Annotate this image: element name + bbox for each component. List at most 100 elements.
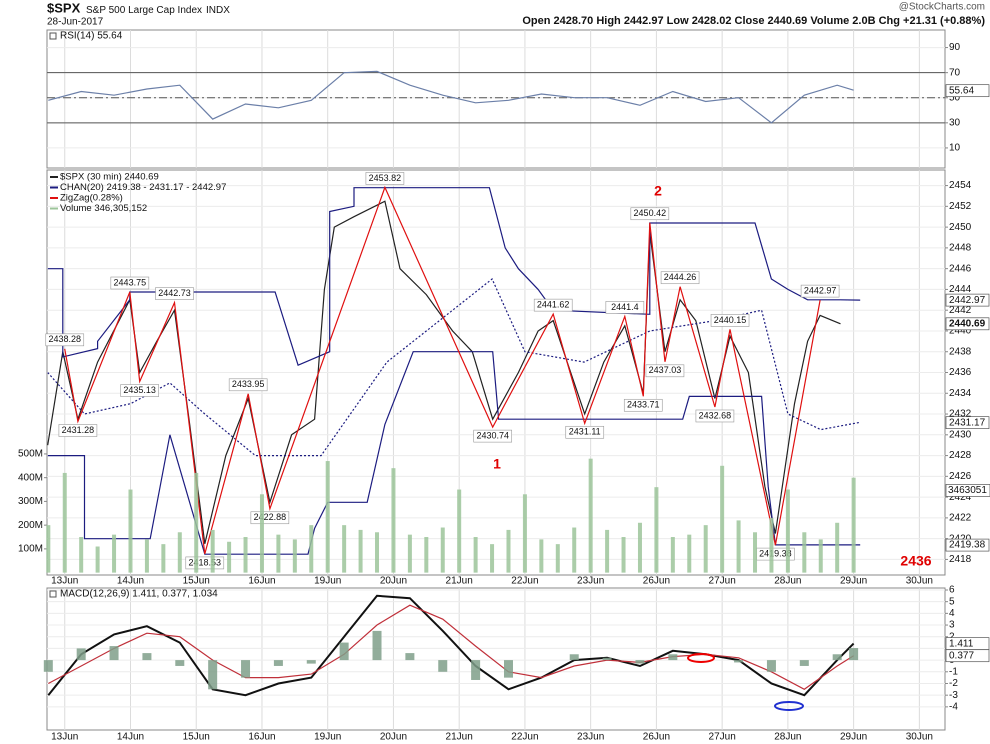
volume-bar [473,537,478,573]
volume-bar [309,525,314,573]
point-label-box [473,429,513,443]
y-tick-label: 2432 [949,409,972,420]
volume-bar [720,465,725,573]
y-tick-label: 4 [949,608,955,619]
volume-bar [161,544,166,573]
point-label-box [565,425,605,439]
point-label: 2450.42 [634,208,667,218]
value-badge-label: 2442.97 [949,295,986,306]
point-label-box [623,398,663,412]
volume-bar [736,520,741,573]
x-tick-label: 29Jun [840,732,867,743]
series-line [48,70,854,124]
volume-bar [325,461,330,573]
point-label: 2441.4 [611,302,639,312]
volume-bar [687,534,692,573]
volume-bar [605,529,610,573]
date: 28-Jun-2017 [47,17,104,28]
title-swatch [49,590,57,598]
x-tick-label: 16Jun [248,732,275,743]
value-badge-label: 2419.38 [949,540,986,551]
x-tick-label: 19Jun [314,732,341,743]
point-label: 2433.95 [232,379,265,389]
histogram-bar [438,660,448,672]
volume-bar [407,534,412,573]
x-tick-label: 20Jun [380,732,407,743]
x-tick-label: 29Jun [840,576,867,587]
value-badge-label: 3463051 [948,485,987,496]
point-label: 2433.71 [627,400,660,410]
highlight-ellipse [774,701,804,711]
legend-label: ZigZag(0.28%) [60,193,123,204]
histogram-bar [208,660,218,690]
volume-bar [506,529,511,573]
point-label-box [45,333,85,347]
point-label-box [605,301,645,314]
histogram-bar [306,660,316,664]
volume-bar [457,489,462,573]
y-tick-label: 2436 [949,367,972,378]
volume-bar [391,468,396,573]
y-tick-label: -1 [949,666,958,677]
point-label-box [695,409,735,423]
point-label-box [710,314,750,327]
histogram-bar [766,660,776,672]
x-tick-label: 23Jun [577,576,604,587]
x-tick-label: 28Jun [774,732,801,743]
point-label-box [630,207,670,221]
volume-bar [128,489,133,573]
volume-bar [177,532,182,573]
histogram-bar [76,648,86,661]
x-tick-label: 30Jun [906,576,933,587]
point-label-box [365,172,405,185]
x-tick-label: 26Jun [643,576,670,587]
x-tick-label: 26Jun [643,732,670,743]
value-badge-label: 0.377 [949,650,974,661]
histogram-bar [372,630,382,661]
volume-bar [572,527,577,573]
volume-bar [654,487,659,573]
volume-bar [144,539,149,573]
point-label-box [533,298,573,312]
x-tick-label: 14Jun [117,576,144,587]
y-tick-label: 2438 [949,346,972,357]
point-label: 2440.15 [714,315,747,325]
point-label: 2419.38 [759,548,792,558]
panel-title: MACD(12,26,9) 1.411, 0.377, 1.034 [60,589,218,600]
value-badge [945,484,990,497]
x-tick-label: 21Jun [446,576,473,587]
quote: Open 2428.70 High 2442.97 Low 2428.02 Cl… [522,15,985,27]
point-label: 2441.62 [537,300,570,310]
point-label-box [228,378,268,392]
point-label: 2435.13 [123,385,156,395]
point-label: 2422.88 [254,512,287,522]
value-badge-label: 1.411 [949,638,974,649]
y-tick-label: 70 [949,67,961,78]
y-tick-label: 2444 [949,284,972,295]
point-label-box [58,424,98,437]
y-tick-label: 30 [949,117,961,128]
histogram-bar [799,660,809,666]
y-tick-label: -3 [949,690,958,701]
panel-frame [46,587,946,731]
x-tick-label: 20Jun [380,576,407,587]
point-label: 2431.28 [62,425,95,435]
value-badge [945,416,990,430]
volume-bar [670,537,675,573]
histogram-bar [635,660,645,664]
volume-bar [588,458,593,573]
y-tick-label: -2 [949,678,958,689]
volume-bar [342,525,347,573]
histogram-bar [602,657,612,661]
legend-label: Volume 346,305,152 [60,203,147,214]
histogram-bar [273,660,283,666]
volume-bar [753,532,758,573]
volume-bar [637,522,642,573]
value-badge-label: 55.64 [949,85,974,96]
y-tick-label: 2450 [949,222,972,233]
volume-bar [358,529,363,573]
y-tick-label: 2430 [949,429,972,440]
y2-tick-label: 500M [18,449,43,460]
y2-tick-label: 100M [18,544,43,555]
value-badge-label: 2431.17 [949,417,986,428]
